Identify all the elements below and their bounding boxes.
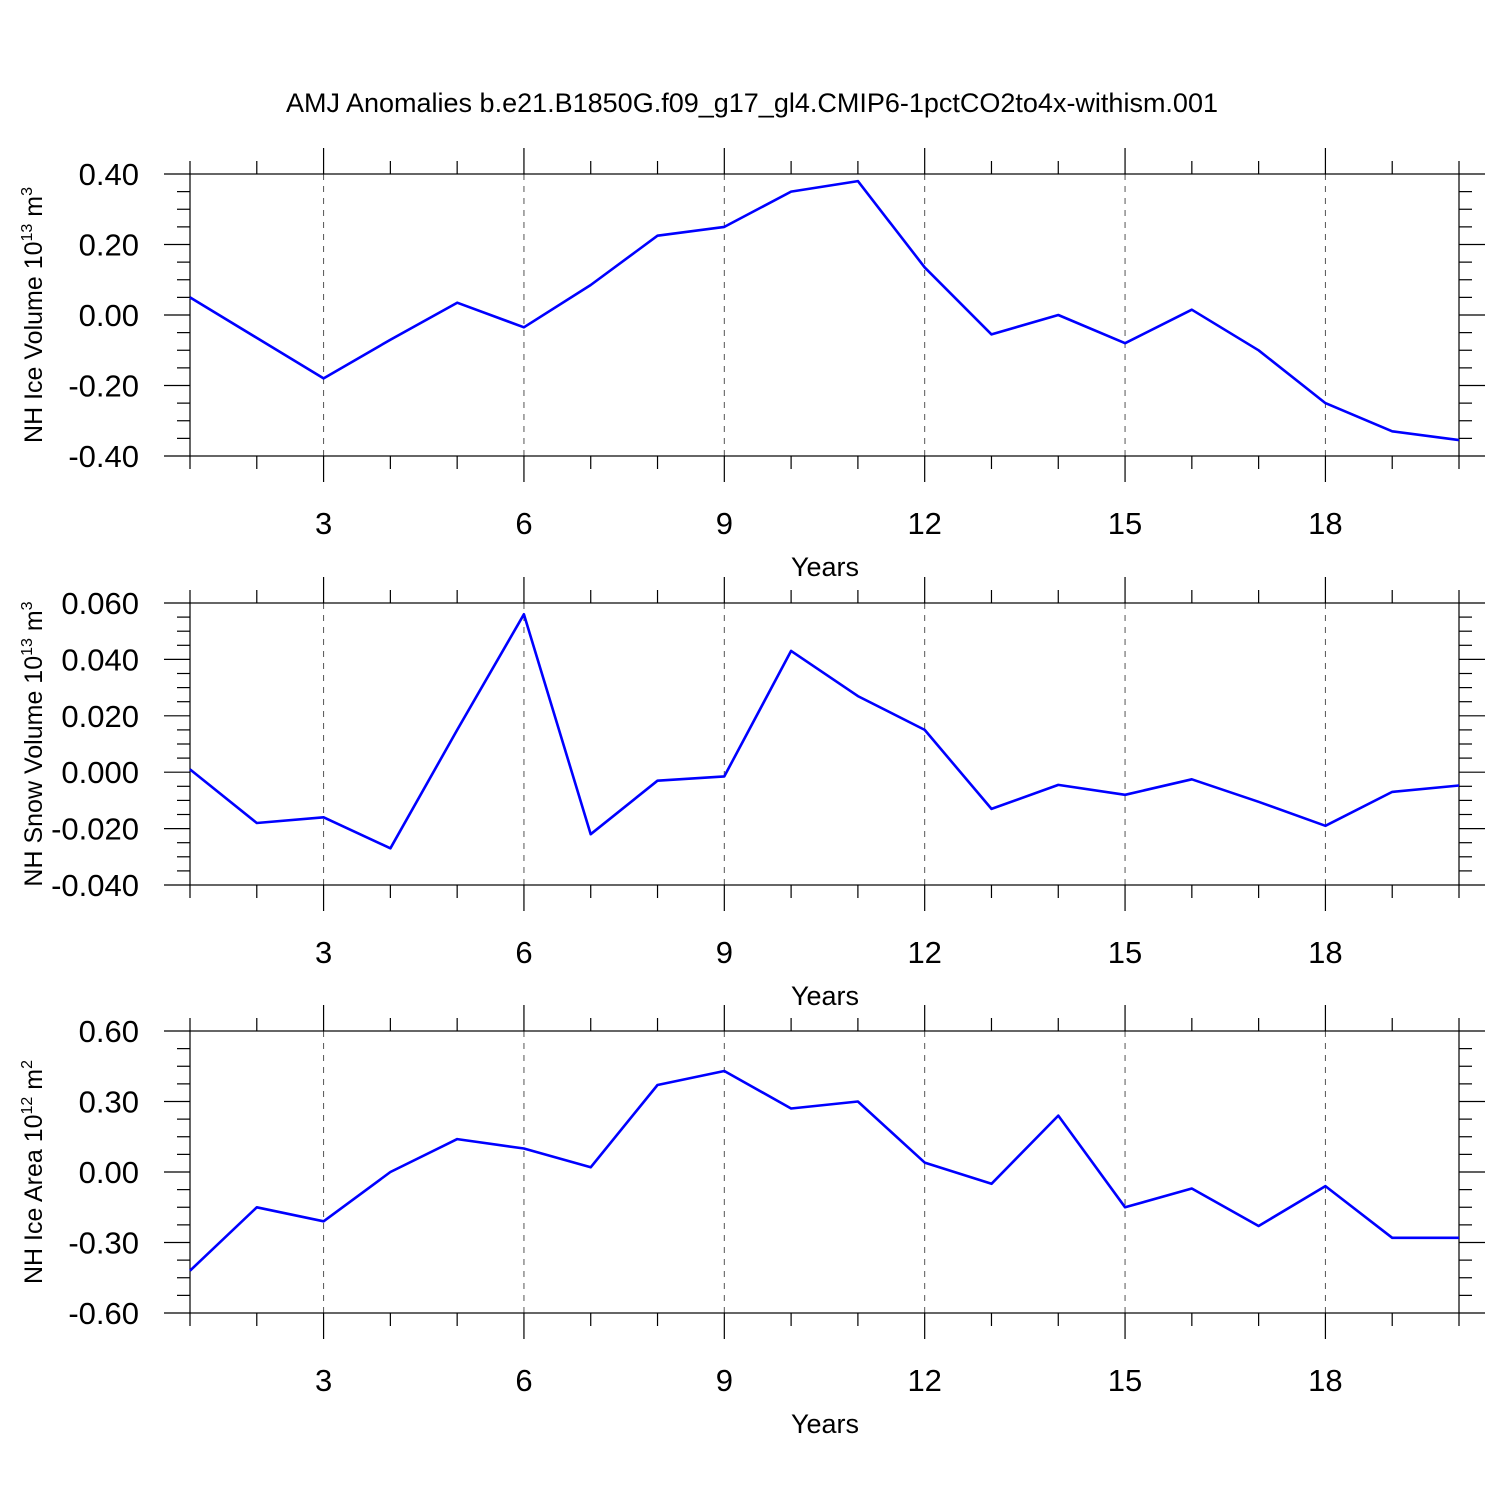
y-tick-label: 0.30 (79, 1085, 139, 1120)
series-line (189, 612, 1460, 850)
y-tick-label: 0.000 (61, 755, 139, 790)
x-tick-label: 15 (1108, 1363, 1142, 1398)
y-tick-label: 0.00 (79, 1155, 139, 1190)
x-tick-label: 15 (1108, 506, 1142, 541)
y-tick-label: -0.20 (68, 369, 139, 404)
panel-3: -0.60 -0.30 0.00 0.30 0.60 3 6 9 12 15 18 Years NH I… (19, 1005, 1485, 1439)
x-axis-label: Years (791, 552, 859, 582)
x-tick-label: 9 (716, 935, 733, 970)
x-tick-label: 9 (716, 1363, 733, 1398)
chart-title: AMJ Anomalies b.e21.B1850G.f09_g17_gl4.C… (286, 88, 1218, 118)
x-tick-label: 18 (1308, 506, 1342, 541)
x-tick-label: 6 (515, 1363, 532, 1398)
x-tick-label: 6 (515, 506, 532, 541)
x-tick-label: 18 (1308, 935, 1342, 970)
y-tick-label: 0.60 (79, 1014, 139, 1049)
y-tick-label: -0.30 (68, 1226, 139, 1261)
x-tick-label: 3 (315, 1363, 332, 1398)
x-axis-label: Years (791, 1409, 859, 1439)
panel-2: -0.040 -0.020 0.000 0.020 0.040 0.060 3 6 9 12 15 1… (19, 577, 1485, 1011)
y-tick-label: -0.60 (68, 1296, 139, 1331)
y-tick-label: 0.020 (61, 699, 139, 734)
chart-panels: -0.40 -0.20 0.00 0.20 0.40 3 6 9 12 15 18 Years NH I… (19, 148, 1485, 1439)
y-tick-label: 0.00 (79, 298, 139, 333)
y-axis-label: NH Ice Area 1012 m2 (19, 1060, 48, 1284)
x-tick-label: 6 (515, 935, 532, 970)
x-tick-label: 12 (907, 1363, 941, 1398)
x-tick-label: 18 (1308, 1363, 1342, 1398)
y-tick-label: 0.040 (61, 642, 139, 677)
panel-1: -0.40 -0.20 0.00 0.20 0.40 3 6 9 12 15 18 Years NH I… (19, 148, 1485, 582)
plot-frame (189, 173, 1460, 457)
y-tick-label: -0.040 (51, 868, 139, 903)
y-tick-label: 0.40 (79, 157, 139, 192)
y-tick-label: -0.020 (51, 812, 139, 847)
y-tick-label: 0.060 (61, 586, 139, 621)
series-line (189, 179, 1460, 442)
x-tick-label: 15 (1108, 935, 1142, 970)
x-axis-label: Years (791, 981, 859, 1011)
x-tick-label: 12 (907, 935, 941, 970)
y-axis-label: NH Snow Volume 1013 m3 (19, 601, 48, 886)
y-tick-label: 0.20 (79, 228, 139, 263)
x-tick-label: 9 (716, 506, 733, 541)
x-tick-label: 3 (315, 935, 332, 970)
x-tick-label: 12 (907, 506, 941, 541)
y-tick-label: -0.40 (68, 439, 139, 474)
plot-frame (189, 1030, 1460, 1314)
series-line (189, 1069, 1459, 1272)
x-tick-label: 3 (315, 506, 332, 541)
y-axis-label: NH Ice Volume 1013 m3 (19, 187, 48, 443)
